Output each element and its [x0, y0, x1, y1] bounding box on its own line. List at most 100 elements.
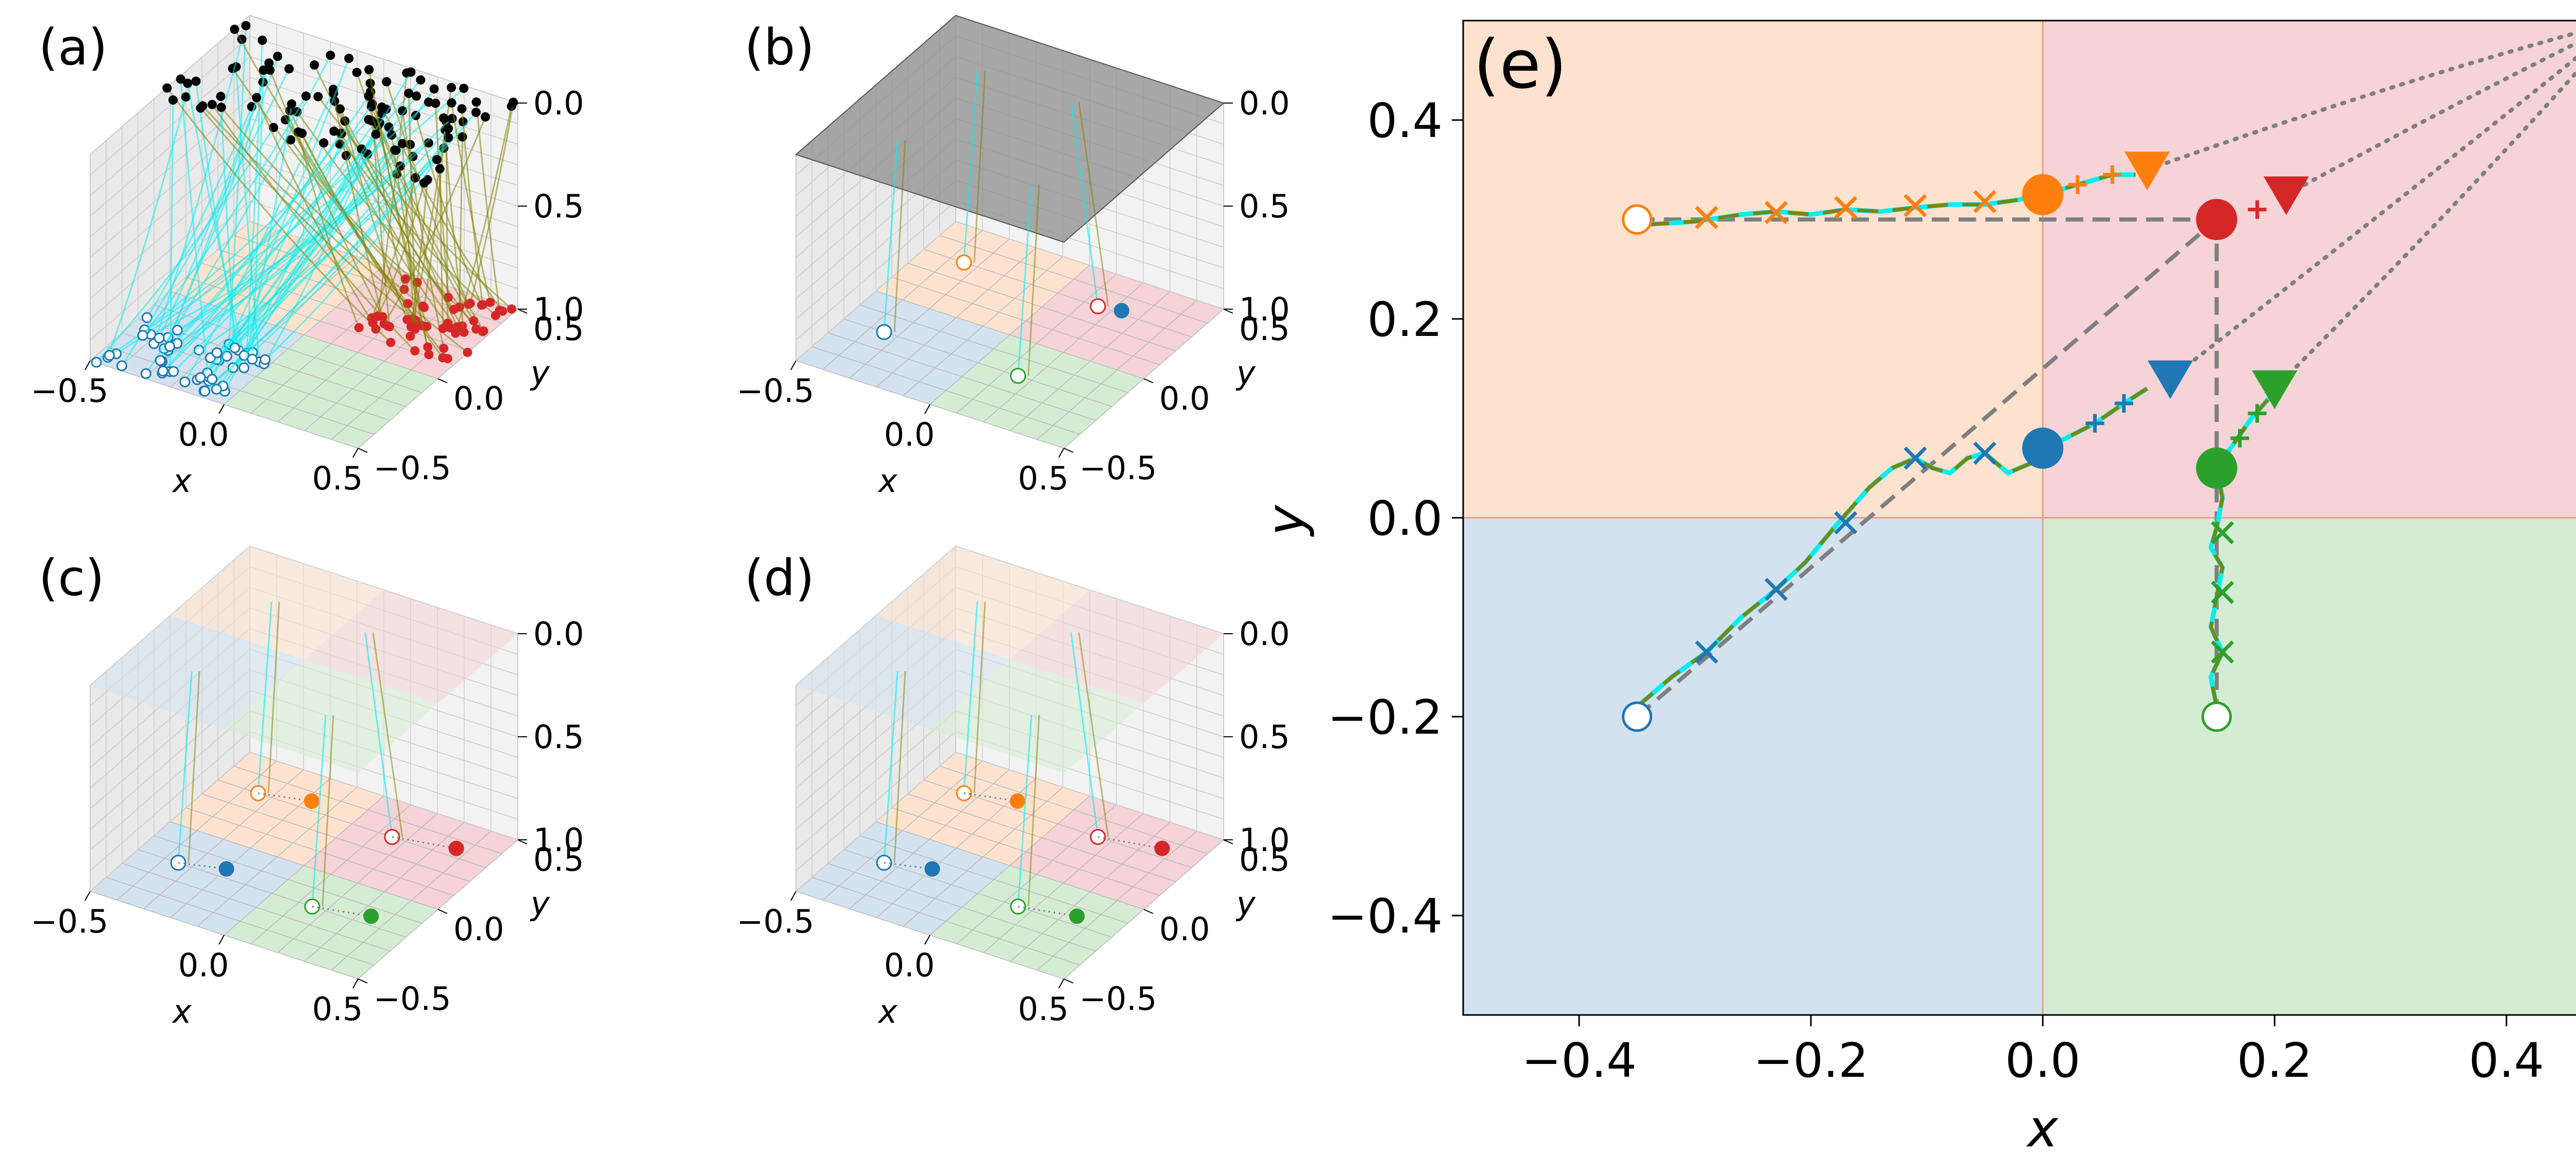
cross-stroke [1695, 206, 1718, 229]
x-axis-label-3d: x [877, 993, 898, 1030]
z-tick-label-3d: 1.0 [1239, 291, 1290, 328]
triangle-marker-green [2252, 370, 2297, 409]
panel-b-3d: −0.50.00.5x −0.50.00.5y0.00.51.0(b) [737, 14, 1290, 500]
grid-line [304, 822, 465, 962]
y-tick-mark-3d [1143, 909, 1154, 914]
ceiling-quadrant [796, 616, 1010, 729]
x-tick-label-3d: 0.5 [1018, 990, 1069, 1028]
trajectory-3d [469, 102, 514, 304]
plus-marker-blue [2086, 414, 2105, 433]
end-point-3d [155, 355, 166, 366]
floor-quadrant [224, 335, 438, 448]
dotted-path-3d [1097, 836, 1162, 850]
panel-label-3d: (a) [39, 19, 108, 76]
x-axis-label-3d: x [172, 462, 192, 500]
grid-line [907, 263, 1176, 351]
y-tick-label-3d: 0.5 [1239, 310, 1290, 348]
trajectory-3d [297, 131, 360, 328]
y-tick-mark-3d [1063, 978, 1074, 984]
cross-stroke [2211, 581, 2234, 604]
start-point-3d [432, 155, 442, 164]
start-point-3d [398, 139, 408, 148]
x-tick-label-3d: 0.0 [884, 946, 935, 984]
trajectory-3d [177, 671, 193, 863]
panel-d-3d: −0.50.00.5x −0.50.00.5y0.00.51.0(d) [737, 545, 1290, 1030]
end-point-3d [485, 297, 495, 307]
end-point-3d [179, 376, 191, 387]
end-point-3d [1009, 793, 1025, 809]
start-point-3d [364, 91, 374, 101]
floor-quadrant [930, 335, 1144, 448]
quadrant-top-left [1463, 21, 2043, 518]
grid-line [795, 731, 956, 871]
cross-stroke [2211, 640, 2234, 664]
end-point-3d [383, 321, 393, 331]
grid-line [233, 766, 502, 854]
start-point-3d [431, 98, 440, 108]
start-point-3d [416, 75, 426, 85]
y-tick-label: −0.2 [1328, 690, 1443, 745]
trajectory-3d [167, 142, 429, 338]
trajectory-3d [434, 103, 449, 298]
cross-marker-blue [1695, 640, 1718, 664]
start-point-3d [406, 67, 416, 77]
end-point-3d [479, 326, 488, 336]
end-point-3d [418, 301, 428, 311]
cross-marker-orange [1834, 196, 1857, 219]
dotted-target-lines [2145, 30, 2576, 391]
panels-3d: −0.50.00.5x −0.50.00.5y0.00.51.0(a)−0.50.… [31, 14, 1290, 1030]
target-marker-red [2196, 199, 2238, 240]
target-marker-orange [2022, 174, 2063, 215]
trajectory-3d [368, 69, 429, 347]
end-point-3d [211, 347, 223, 359]
start-point-3d [457, 104, 467, 114]
trajectory-3d [377, 182, 425, 317]
floor-quadrant [90, 822, 304, 935]
grid-line [249, 752, 518, 840]
z-tick-label-3d: 0.5 [1239, 188, 1290, 225]
y-tick-label-3d: −0.5 [1079, 449, 1157, 487]
floor-quadrant [224, 866, 438, 979]
end-point-3d [438, 324, 448, 333]
grid-line [90, 710, 250, 851]
y-tick-label-3d: 0.5 [533, 310, 584, 348]
trajectory-3d [423, 130, 446, 308]
end-point-3d [471, 324, 481, 334]
start-point-3d [191, 76, 201, 86]
y-tick-mark-3d [517, 309, 528, 314]
trajectory-3d [233, 29, 444, 359]
start-point-3d [876, 324, 892, 340]
z-tick-label-3d: 1.0 [1239, 821, 1290, 859]
start-point-3d [423, 138, 433, 148]
floor-quadrant [304, 796, 518, 909]
quadrant-bottom-left [1463, 518, 2043, 1015]
grid-line [983, 813, 1144, 953]
z-tick-label-3d: 0.5 [533, 718, 584, 756]
x-tick-label: −0.2 [1753, 1033, 1868, 1088]
quadrant-bottom-right [2043, 518, 2576, 1015]
y-tick-label-3d: 0.5 [1239, 841, 1290, 878]
x-tick-mark-3d [790, 360, 796, 370]
trajectory-3d [263, 109, 387, 364]
end-point-3d [423, 342, 433, 352]
trajectory-3d [893, 671, 906, 863]
target-marker-blue [2022, 427, 2063, 469]
panel-label-3d: (b) [744, 19, 815, 76]
end-point-3d [199, 385, 211, 397]
y-tick-label-3d: −0.5 [374, 980, 451, 1018]
start-point-3d [168, 95, 178, 105]
y-tick-mark-3d [1063, 448, 1074, 453]
ceiling-quadrant [170, 546, 384, 659]
trajectory-3d [107, 96, 187, 358]
y-tick-label: 0.0 [1367, 491, 1443, 546]
end-point-3d [443, 293, 453, 302]
x-tick-mark-3d [352, 978, 359, 989]
x-tick-label: 0.0 [2005, 1033, 2080, 1088]
start-point-3d [429, 84, 439, 94]
grid-line [250, 274, 411, 414]
dotted-line-green [2273, 70, 2576, 391]
grid-line [955, 221, 1224, 310]
start-point-3d [301, 91, 311, 101]
z-tick-label-3d: 1.0 [533, 821, 584, 859]
start-point-3d [329, 126, 339, 136]
